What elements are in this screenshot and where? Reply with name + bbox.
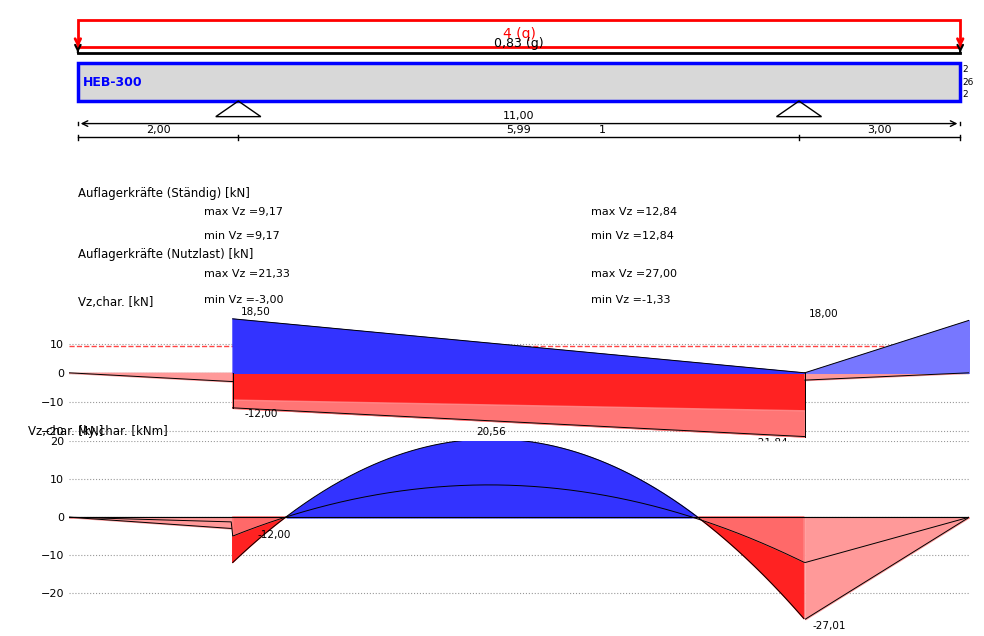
Text: max Vz =21,33: max Vz =21,33 — [204, 269, 290, 279]
Text: -12,00: -12,00 — [245, 409, 278, 419]
Text: My,char. [kNm]: My,char. [kNm] — [78, 425, 167, 438]
Text: 5,99: 5,99 — [507, 125, 531, 135]
Text: HEB-300: HEB-300 — [83, 76, 142, 88]
Text: min Vz =9,17: min Vz =9,17 — [204, 232, 279, 242]
Text: Auflagerkräfte (Ständig) [kN]: Auflagerkräfte (Ständig) [kN] — [78, 187, 250, 200]
Text: 11,00: 11,00 — [503, 111, 535, 121]
Text: min Vz =-1,33: min Vz =-1,33 — [591, 295, 670, 305]
Text: -21,84: -21,84 — [755, 438, 788, 448]
Text: 18,00: 18,00 — [809, 309, 838, 319]
Text: Vz,char. [kN]: Vz,char. [kN] — [78, 296, 154, 309]
Text: Auflagerkräfte (Nutzlast) [kN]: Auflagerkräfte (Nutzlast) [kN] — [78, 248, 253, 261]
Text: 2,00: 2,00 — [146, 125, 170, 135]
Text: 4 (q): 4 (q) — [503, 27, 535, 41]
Text: 18,50: 18,50 — [241, 307, 271, 317]
Bar — [78, 63, 960, 101]
Text: 0,83 (g): 0,83 (g) — [494, 37, 544, 50]
Text: -27,01: -27,01 — [813, 621, 846, 631]
Text: 2: 2 — [962, 65, 967, 74]
Text: 2: 2 — [962, 90, 967, 99]
Text: 1: 1 — [599, 125, 606, 135]
Text: 26: 26 — [962, 78, 973, 86]
Text: Vz,char. [kN]: Vz,char. [kN] — [28, 425, 103, 438]
Text: 20,56: 20,56 — [476, 427, 506, 438]
Text: min Vz =-3,00: min Vz =-3,00 — [204, 295, 283, 305]
Text: min Vz =12,84: min Vz =12,84 — [591, 232, 674, 242]
Text: -12,00: -12,00 — [257, 530, 290, 540]
Text: max Vz =27,00: max Vz =27,00 — [591, 269, 677, 279]
Text: max Vz =12,84: max Vz =12,84 — [591, 207, 677, 217]
Bar — [78, 20, 960, 47]
Text: 3,00: 3,00 — [867, 125, 892, 135]
Text: max Vz =9,17: max Vz =9,17 — [204, 207, 283, 217]
